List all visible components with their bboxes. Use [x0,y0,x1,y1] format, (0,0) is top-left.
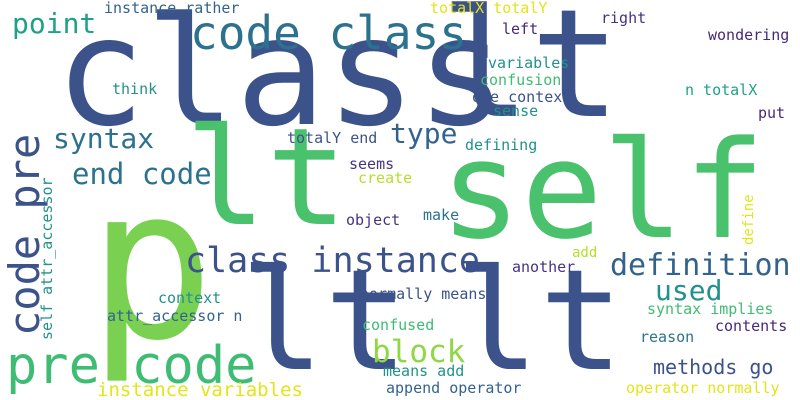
word-append-operator: append operator [386,379,522,397]
word-methods-go: methods go [653,355,774,379]
word-totaly-end: totalY end [287,129,378,147]
word-self: self [440,112,766,269]
word-lt: lt [455,240,624,400]
word-point: point [12,7,97,40]
word-syntax-implies: syntax implies [647,300,774,318]
word-wondering: wondering [708,26,790,44]
word-p: p [88,142,215,387]
word-confused: confused [362,316,435,334]
word-define: define [741,194,757,245]
word-left: left [502,20,539,38]
word-instance-rather: instance rather [104,0,240,17]
word-code-class: code class [190,6,467,60]
word-definition: definition [610,248,791,283]
word-put: put [758,104,786,122]
word-seems: seems [349,155,395,173]
word-class-instance: class instance [185,241,481,281]
word-make: make [423,206,460,224]
word-object: object [346,211,401,229]
word-context: context [158,289,222,307]
word-used: used [655,274,723,307]
word-attr-accessor-n: attr_accessor n [107,307,243,325]
word-lt: lt [185,99,348,256]
word-lt: lt [440,0,621,152]
word-think: think [112,80,158,98]
word-end-code: end code [72,157,212,191]
word-confusion: confusion [480,71,562,89]
word-instance-variables: instance variables [97,379,303,400]
word-defining: defining [465,136,538,154]
word-n-totalx: n totalX [685,81,758,99]
word-contents: contents [715,317,788,335]
word-another: another [512,258,576,276]
word-reason: reason [640,328,695,346]
word-means-add: means add [383,362,465,380]
word-variables: variables [488,54,570,72]
word-normally-means: normally means [360,285,487,303]
word-operator-normally: operator normally [626,379,780,397]
word-pre-code: pre code [6,336,257,396]
word-block: block [372,334,466,370]
word-self-attr-accessor: self attr_accessor [38,177,56,340]
word-class: class [55,0,507,160]
word-one-context: one context [472,88,572,106]
word-lt: lt [240,240,409,400]
word-totalx-totaly: totalX totalY [430,0,548,17]
word-add: add [572,245,598,261]
word-sense: sense [493,102,539,120]
word-right: right [601,9,647,27]
word-syntax: syntax [53,122,155,155]
word-create: create [358,169,413,187]
word-type: type [390,117,458,150]
